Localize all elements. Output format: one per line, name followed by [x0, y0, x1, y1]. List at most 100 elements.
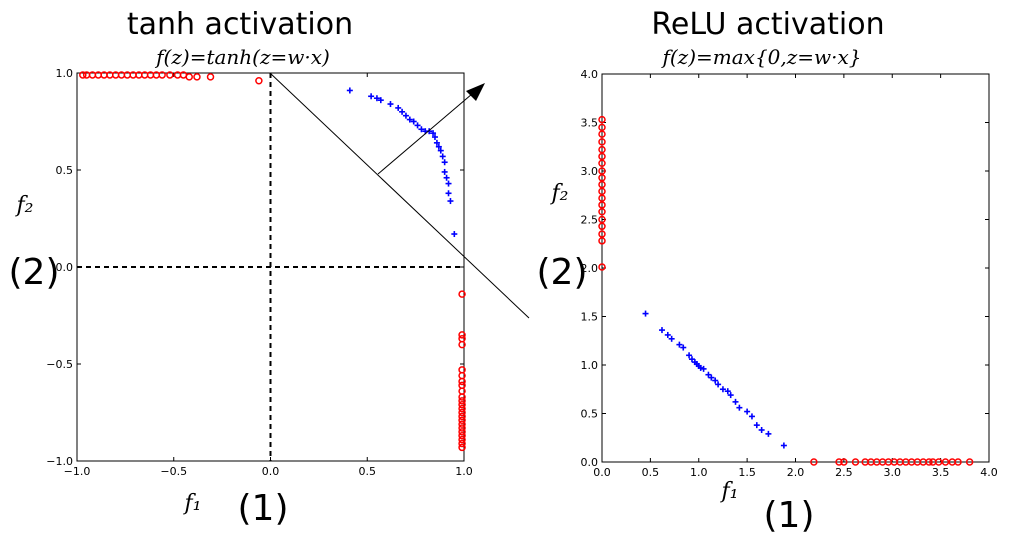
- tanh-point-circle: [206, 73, 215, 81]
- tanh-point-plus: [445, 180, 452, 187]
- relu-point-circle: [598, 138, 606, 146]
- relu-point-circle: [598, 123, 606, 132]
- tanh-x-tick-label: 0.0: [262, 465, 280, 478]
- tanh-point-circle: [458, 424, 466, 432]
- relu-point-circle: [598, 174, 606, 182]
- tanh-point-plus: [346, 87, 353, 94]
- tanh-point-circle: [458, 439, 466, 448]
- normal-vector-arrowhead: [466, 83, 485, 101]
- relu-point-plus: [765, 430, 772, 437]
- tanh-point-plus: [426, 128, 433, 135]
- relu-point-plus: [744, 408, 751, 415]
- relu-point-plus: [642, 310, 649, 317]
- tanh-point-plus: [451, 231, 458, 238]
- tanh-point-circle: [458, 420, 466, 428]
- relu-point-plus: [719, 386, 726, 393]
- decision-boundary-line: [269, 72, 530, 319]
- tanh-y-tick-label: −1.0: [46, 455, 73, 468]
- tanh-point-circle: [458, 340, 466, 349]
- relu-point-circle: [598, 237, 606, 245]
- tanh-point-circle: [458, 400, 466, 409]
- tanh-point-circle: [458, 416, 466, 425]
- relu-point-plus: [724, 388, 731, 395]
- tanh-y-tick-label: −0.5: [46, 358, 73, 371]
- relu-point-circle: [851, 458, 860, 466]
- tanh-y-tick-label: 1.0: [56, 67, 74, 80]
- relu-point-plus: [732, 398, 739, 405]
- tanh-chart-title: tanh activation: [127, 7, 353, 42]
- tanh-x-tick-label: −1.0: [64, 465, 91, 478]
- tanh-point-circle: [458, 404, 466, 413]
- relu-x-tick-label: 1.5: [738, 466, 756, 479]
- relu-x-tick-label: 3.0: [884, 466, 902, 479]
- relu-point-circle: [598, 194, 606, 202]
- tanh-point-plus: [373, 95, 380, 102]
- relu-point-plus: [668, 335, 675, 342]
- tanh-point-circle: [193, 73, 201, 81]
- tanh-reference-lines: [77, 73, 464, 461]
- relu-point-circle: [598, 187, 606, 196]
- tanh-x-tick-label: −0.5: [160, 465, 187, 478]
- tanh-y-axis-label: f₂: [15, 193, 34, 218]
- relu-point-circle: [810, 458, 818, 466]
- relu-point-circle: [598, 207, 606, 216]
- relu-x-tick-label: 3.5: [932, 466, 950, 479]
- tanh-point-circle: [458, 435, 466, 444]
- relu-axis-ticks: 0.0 0.5 1.0 1.5 2.0 2.5 3.0 3.5 4.0 0.0 0.5 1.0 1.5 2…: [581, 68, 998, 479]
- tanh-chart: tanh activation f(z)=tanh(z=w·x) −1.0 −0.…: [9, 7, 530, 529]
- relu-chart-title: ReLU activation: [651, 7, 884, 42]
- tanh-x-tick-label: 0.5: [359, 465, 377, 478]
- relu-point-circle: [598, 230, 606, 238]
- relu-y-marker: (2): [537, 252, 588, 293]
- relu-point-circle: [934, 458, 943, 466]
- relu-point-circle: [954, 458, 962, 466]
- relu-point-plus: [705, 371, 712, 378]
- relu-y-tick-label: 3.0: [581, 165, 599, 178]
- tanh-point-circle: [158, 71, 166, 79]
- tanh-point-plus: [445, 190, 452, 197]
- tanh-point-plus: [377, 97, 384, 104]
- relu-chart-formula: f(z)=max{0,z=w·x}: [660, 45, 861, 69]
- relu-chart: ReLU activation f(z)=max{0,z=w·x} 0.0 0.5…: [537, 7, 998, 536]
- relu-point-circle: [598, 167, 606, 175]
- tanh-point-circle: [458, 290, 466, 298]
- relu-x-tick-label: 0.5: [642, 466, 660, 479]
- tanh-point-plus: [435, 143, 442, 150]
- relu-point-circle: [598, 201, 606, 209]
- relu-point-circle: [598, 215, 606, 224]
- relu-y-tick-label: 1.0: [581, 359, 599, 372]
- tanh-x-marker: (1): [238, 488, 289, 529]
- tanh-point-plus: [447, 198, 454, 205]
- relu-point-plus: [715, 381, 722, 388]
- tanh-point-plus: [430, 130, 437, 137]
- relu-point-plus: [753, 422, 760, 429]
- tanh-point-plus: [368, 93, 375, 100]
- tanh-point-circle: [458, 331, 466, 339]
- relu-point-circle: [598, 180, 606, 189]
- tanh-point-plus: [410, 118, 417, 125]
- tanh-x-tick-label: 1.0: [455, 465, 473, 478]
- tanh-point-circle: [458, 412, 466, 421]
- relu-point-circle: [598, 115, 606, 124]
- tanh-point-plus: [387, 101, 394, 108]
- relu-point-circle: [598, 263, 606, 271]
- relu-y-tick-label: 0.0: [581, 456, 599, 469]
- relu-point-circle: [598, 222, 606, 231]
- relu-y-axis-label: f₂: [550, 181, 569, 206]
- relu-plot-frame: [601, 73, 990, 463]
- tanh-point-circle: [458, 428, 466, 436]
- tanh-point-plus: [441, 159, 448, 166]
- relu-point-plus: [700, 365, 707, 372]
- tanh-axis-ticks: −1.0 −0.5 0.0 0.5 1.0 −1.0 −0.5 0.0 0.5 1.0: [46, 67, 472, 478]
- relu-x-axis-label: f₁: [720, 479, 739, 504]
- relu-point-plus: [736, 404, 743, 411]
- tanh-chart-formula: f(z)=tanh(z=w·x): [154, 45, 330, 69]
- tanh-point-plus: [402, 112, 409, 119]
- tanh-point-circle: [458, 443, 466, 452]
- tanh-point-plus: [441, 168, 448, 175]
- tanh-point-plus: [431, 134, 438, 141]
- relu-y-tick-label: 2.0: [581, 262, 599, 275]
- relu-y-tick-label: 2.5: [581, 214, 599, 227]
- relu-point-circle: [840, 458, 848, 466]
